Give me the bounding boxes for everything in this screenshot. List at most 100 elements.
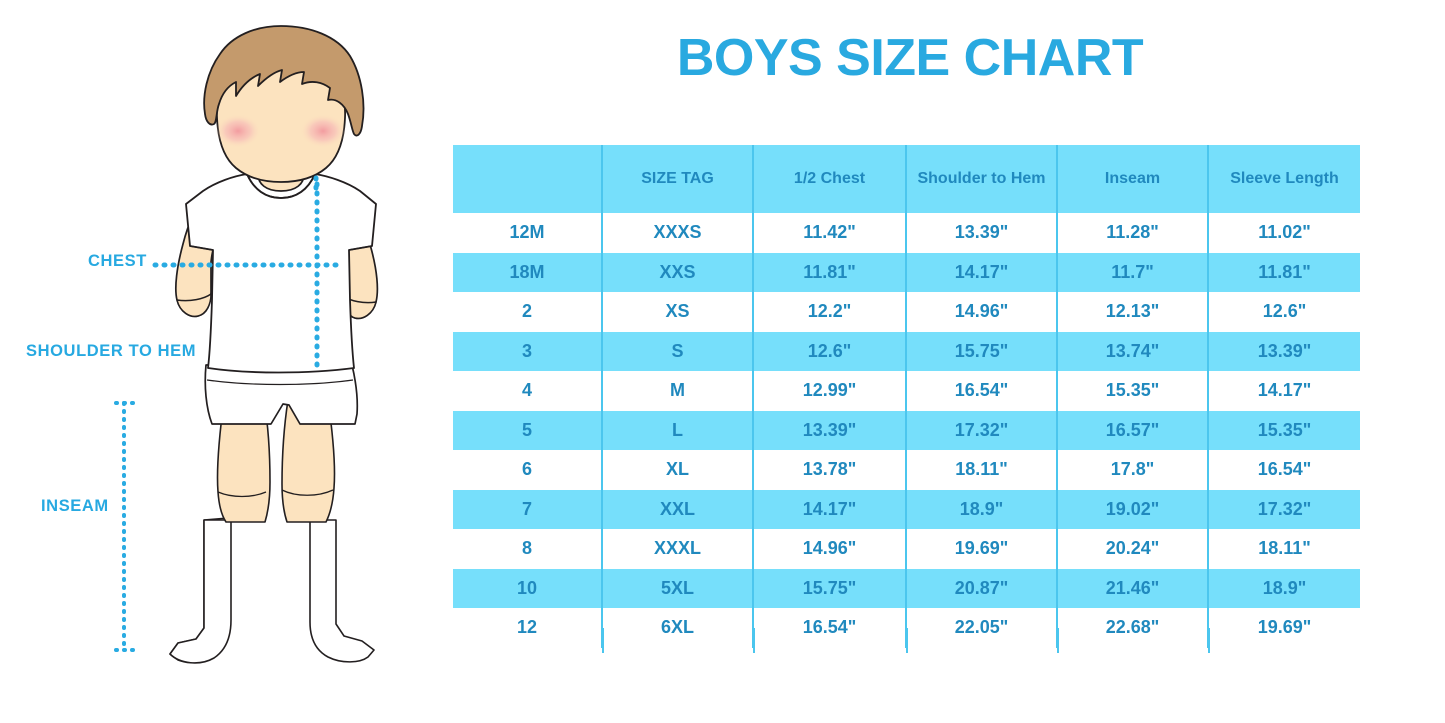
table-cell-sleeve-length: 11.02"	[1207, 213, 1360, 253]
right-knee-line	[281, 489, 334, 496]
table-cell-size: 7	[453, 489, 602, 529]
tshirt-collar	[246, 173, 316, 199]
illustration-panel: CHEST SHOULDER TO HEM INSEAM	[0, 0, 450, 723]
table-row: 5 L 13.39" 17.32" 16.57" 15.35"	[453, 410, 1360, 450]
table-cell-shoulder-to-hem: 13.39"	[905, 213, 1057, 253]
table-cell-sleeve-length: 19.69"	[1207, 608, 1360, 648]
table-row: 12 6XL 16.54" 22.05" 22.68" 19.69"	[453, 608, 1360, 648]
table-cell-half-chest: 16.54"	[752, 608, 906, 648]
left-blush	[215, 114, 261, 148]
table-cell-size-tag: XXS	[601, 252, 753, 292]
table-row: 10 5XL 15.75" 20.87" 21.46" 18.9"	[453, 568, 1360, 608]
shorts-group	[204, 364, 359, 425]
column-header-sleeve-length: Sleeve Length	[1207, 145, 1360, 213]
table-cell-size-tag: L	[601, 410, 753, 450]
right-sleeve-hem	[348, 245, 373, 251]
table-cell-size: 2	[453, 292, 602, 332]
table-cell-shoulder-to-hem: 18.11"	[905, 450, 1057, 490]
right-boot	[309, 519, 375, 663]
right-blush	[300, 114, 346, 148]
table-cell-sleeve-length: 18.11"	[1207, 529, 1360, 569]
table-cell-inseam: 19.02"	[1056, 489, 1208, 529]
right-leg	[281, 399, 336, 523]
table-cell-shoulder-to-hem: 18.9"	[905, 489, 1057, 529]
column-header-half-chest: 1/2 Chest	[752, 145, 906, 213]
table-cell-shoulder-to-hem: 14.17"	[905, 252, 1057, 292]
size-chart-table-wrapper: SIZE TAG 1/2 Chest Shoulder to Hem Insea…	[453, 145, 1360, 650]
table-row: 7 XXL 14.17" 18.9" 19.02" 17.32"	[453, 489, 1360, 529]
table-cell-size: 6	[453, 450, 602, 490]
shoulder-to-hem-label: SHOULDER TO HEM	[26, 342, 197, 360]
table-cell-sleeve-length: 11.81"	[1207, 252, 1360, 292]
table-cell-half-chest: 12.6"	[752, 331, 906, 371]
table-cell-size: 10	[453, 568, 602, 608]
table-cell-shoulder-to-hem: 16.54"	[905, 371, 1057, 411]
inseam-label: INSEAM	[41, 497, 109, 515]
table-cell-half-chest: 13.39"	[752, 410, 906, 450]
table-cell-inseam: 15.35"	[1056, 371, 1208, 411]
table-cell-sleeve-length: 13.39"	[1207, 331, 1360, 371]
table-cell-inseam: 22.68"	[1056, 608, 1208, 648]
table-cell-sleeve-length: 18.9"	[1207, 568, 1360, 608]
table-cell-inseam: 16.57"	[1056, 410, 1208, 450]
size-chart-table: SIZE TAG 1/2 Chest Shoulder to Hem Insea…	[453, 145, 1360, 648]
left-knee-line	[217, 491, 267, 498]
table-cell-inseam: 11.28"	[1056, 213, 1208, 253]
table-cell-size-tag: 6XL	[601, 608, 753, 648]
table-cell-sleeve-length: 12.6"	[1207, 292, 1360, 332]
table-cell-size: 5	[453, 410, 602, 450]
table-cell-size: 12M	[453, 213, 602, 253]
table-cell-shoulder-to-hem: 19.69"	[905, 529, 1057, 569]
hair	[203, 25, 365, 137]
tshirt-group	[185, 173, 377, 374]
table-cell-inseam: 20.24"	[1056, 529, 1208, 569]
table-cell-sleeve-length: 15.35"	[1207, 410, 1360, 450]
table-cell-sleeve-length: 17.32"	[1207, 489, 1360, 529]
column-header-shoulder-to-hem: Shoulder to Hem	[905, 145, 1057, 213]
chest-label: CHEST	[88, 252, 147, 270]
page-title: BOYS SIZE CHART	[676, 29, 1144, 87]
table-cell-half-chest: 13.78"	[752, 450, 906, 490]
table-cell-size-tag: XXL	[601, 489, 753, 529]
table-row: 2 XS 12.2" 14.96" 12.13" 12.6"	[453, 292, 1360, 332]
table-row: 12M XXXS 11.42" 13.39" 11.28" 11.02"	[453, 213, 1360, 253]
table-cell-inseam: 17.8"	[1056, 450, 1208, 490]
table-cell-half-chest: 11.81"	[752, 252, 906, 292]
column-header-size	[453, 145, 602, 213]
head-group	[203, 25, 365, 183]
table-cell-size: 12	[453, 608, 602, 648]
table-cell-shoulder-to-hem: 17.32"	[905, 410, 1057, 450]
table-cell-half-chest: 15.75"	[752, 568, 906, 608]
column-header-size-tag: SIZE TAG	[601, 145, 753, 213]
table-row: 6 XL 13.78" 18.11" 17.8" 16.54"	[453, 450, 1360, 490]
tshirt-body	[185, 173, 377, 374]
table-cell-size: 3	[453, 331, 602, 371]
shorts-waist-line	[206, 379, 354, 386]
shorts	[204, 364, 359, 425]
left-leg	[216, 399, 271, 523]
table-cell-shoulder-to-hem: 15.75"	[905, 331, 1057, 371]
table-cell-half-chest: 11.42"	[752, 213, 906, 253]
table-cell-half-chest: 12.99"	[752, 371, 906, 411]
table-header-row: SIZE TAG 1/2 Chest Shoulder to Hem Insea…	[453, 145, 1360, 213]
table-cell-sleeve-length: 14.17"	[1207, 371, 1360, 411]
left-sleeve-hem	[189, 245, 214, 251]
table-cell-size-tag: 5XL	[601, 568, 753, 608]
size-chart-table-head: SIZE TAG 1/2 Chest Shoulder to Hem Insea…	[453, 145, 1360, 213]
table-cell-shoulder-to-hem: 22.05"	[905, 608, 1057, 648]
table-cell-size-tag: S	[601, 331, 753, 371]
table-row: 3 S 12.6" 15.75" 13.74" 13.39"	[453, 331, 1360, 371]
table-cell-half-chest: 12.2"	[752, 292, 906, 332]
table-cell-size-tag: XS	[601, 292, 753, 332]
table-cell-shoulder-to-hem: 14.96"	[905, 292, 1057, 332]
boots-group	[169, 517, 375, 664]
table-row: 4 M 12.99" 16.54" 15.35" 14.17"	[453, 371, 1360, 411]
table-cell-inseam: 12.13"	[1056, 292, 1208, 332]
left-boot-sole	[169, 519, 232, 664]
column-header-inseam: Inseam	[1056, 145, 1208, 213]
table-cell-sleeve-length: 16.54"	[1207, 450, 1360, 490]
legs-group	[216, 399, 336, 523]
measurement-lines-group	[114, 175, 343, 652]
table-cell-size: 18M	[453, 252, 602, 292]
table-cell-shoulder-to-hem: 20.87"	[905, 568, 1057, 608]
